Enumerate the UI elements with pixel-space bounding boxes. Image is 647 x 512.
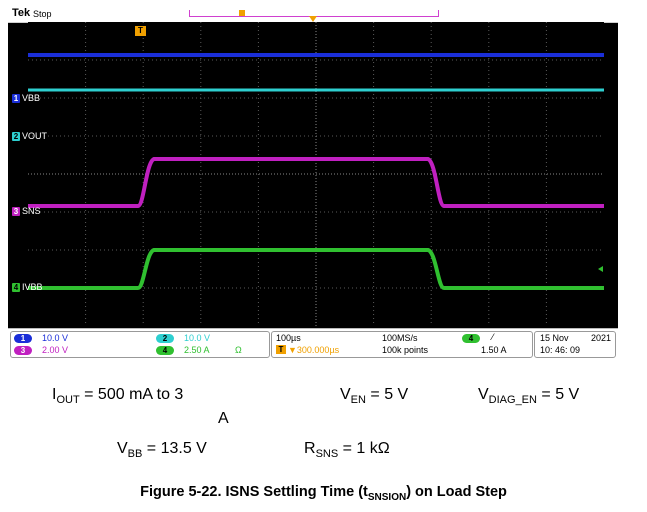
graticule-svg: [28, 22, 604, 326]
timebase-panel[interactable]: [271, 331, 533, 358]
channel-4-marker: 4: [12, 283, 20, 292]
time: 10: 46: 09: [540, 345, 581, 355]
trigger-slope-icon: ⁄: [492, 332, 494, 342]
trigger-level: 1.50 A: [481, 345, 507, 355]
timebase: 100µs: [276, 333, 301, 343]
ch3-pill: 3: [14, 346, 32, 355]
trigger-t-icon: T: [276, 345, 286, 354]
ch2-scale: 10.0 V: [184, 333, 211, 343]
channel-3-name: SNS: [22, 206, 41, 216]
trigger-marker-icon: T: [135, 26, 146, 36]
brand-logo: Tek: [12, 7, 31, 19]
channel-3-label: 3 SNS: [12, 206, 41, 216]
iout-label: I: [52, 386, 57, 403]
channel-1-name: VBB: [22, 93, 41, 103]
channel-4-name: IVBB: [22, 282, 43, 292]
channel-1-marker: 1: [12, 94, 20, 103]
vbb-sub: BB: [127, 448, 143, 461]
caption-suffix: ) on Load Step: [406, 484, 507, 500]
sns-waveform: [28, 157, 604, 208]
trigger-level-arrow-icon: [598, 266, 603, 272]
rsns-value: = 1 kΩ: [338, 440, 390, 457]
scope-status-bar: Tek Stop: [8, 7, 618, 23]
ch1-scale: 10.0 V: [42, 333, 69, 343]
caption-sub: SNSION: [367, 491, 407, 503]
param-ven: VEN = 5 V: [340, 386, 408, 406]
param-vbb: VBB = 13.5 V: [117, 440, 207, 460]
ch2-pill: 2: [156, 334, 174, 343]
trigger-position: ▼300.000µs: [288, 345, 340, 355]
record-position-marker: [239, 10, 245, 16]
rsns-sub: SNS: [315, 448, 339, 461]
graticule-center-axes: [28, 22, 604, 326]
vdiag-sub: DIAG_EN: [488, 394, 537, 407]
iout-value: = 500 mA to 3: [79, 386, 184, 403]
record-length: 100k points: [382, 345, 429, 355]
date: 15 Nov: [540, 333, 569, 343]
ven-label: V: [340, 386, 351, 403]
param-rsns: RSNS = 1 kΩ: [304, 440, 390, 460]
ch4-pill: 4: [156, 346, 174, 355]
channel-3-marker: 3: [12, 207, 20, 216]
year: 2021: [591, 333, 612, 343]
acquisition-status: Stop: [33, 9, 52, 19]
rsns-label: R: [304, 440, 316, 457]
caption-prefix: Figure 5-22. ISNS Settling Time (t: [140, 484, 368, 500]
channel-2-label: 2 VOUT: [12, 131, 47, 141]
scope-readout-bar: 1 10.0 V 3 2.00 V 2 10.0 V 4 2.50 A Ω 10…: [8, 328, 618, 359]
ch1-pill: 1: [14, 334, 32, 343]
figure-caption: Figure 5-22. ISNS Settling Time (tSNSION…: [0, 484, 647, 503]
ch4-scale: 2.50 A: [184, 345, 210, 355]
waveform-graticule: T: [28, 22, 604, 326]
oscilloscope-screen: Tek Stop: [8, 7, 618, 359]
ven-value: = 5 V: [365, 386, 409, 403]
datetime-panel: [534, 331, 616, 358]
ivbb-waveform: [28, 248, 604, 290]
vbb-value: = 13.5 V: [142, 440, 207, 457]
ven-sub: EN: [350, 394, 366, 407]
channel-4-label: 4 IVBB: [12, 282, 43, 292]
vdiag-label: V: [478, 386, 489, 403]
vdiag-value: = 5 V: [536, 386, 580, 403]
channel-scale-panel[interactable]: [10, 331, 270, 358]
ch3-scale: 2.00 V: [42, 345, 69, 355]
param-vdiag: VDIAG_EN = 5 V: [478, 386, 579, 406]
trigger-channel-pill: 4: [462, 334, 480, 343]
vbb-label: V: [117, 440, 128, 457]
trigger-position-icon: [309, 16, 317, 22]
sample-rate: 100MS/s: [382, 333, 418, 343]
iout-sub: OUT: [56, 394, 80, 407]
channel-2-marker: 2: [12, 132, 20, 141]
channel-2-name: VOUT: [22, 131, 48, 141]
param-iout-unit: A: [218, 410, 229, 427]
param-iout: IOUT = 500 mA to 3: [52, 386, 183, 406]
ohm-symbol: Ω: [235, 345, 242, 355]
channel-1-label: 1 VBB: [12, 93, 40, 103]
